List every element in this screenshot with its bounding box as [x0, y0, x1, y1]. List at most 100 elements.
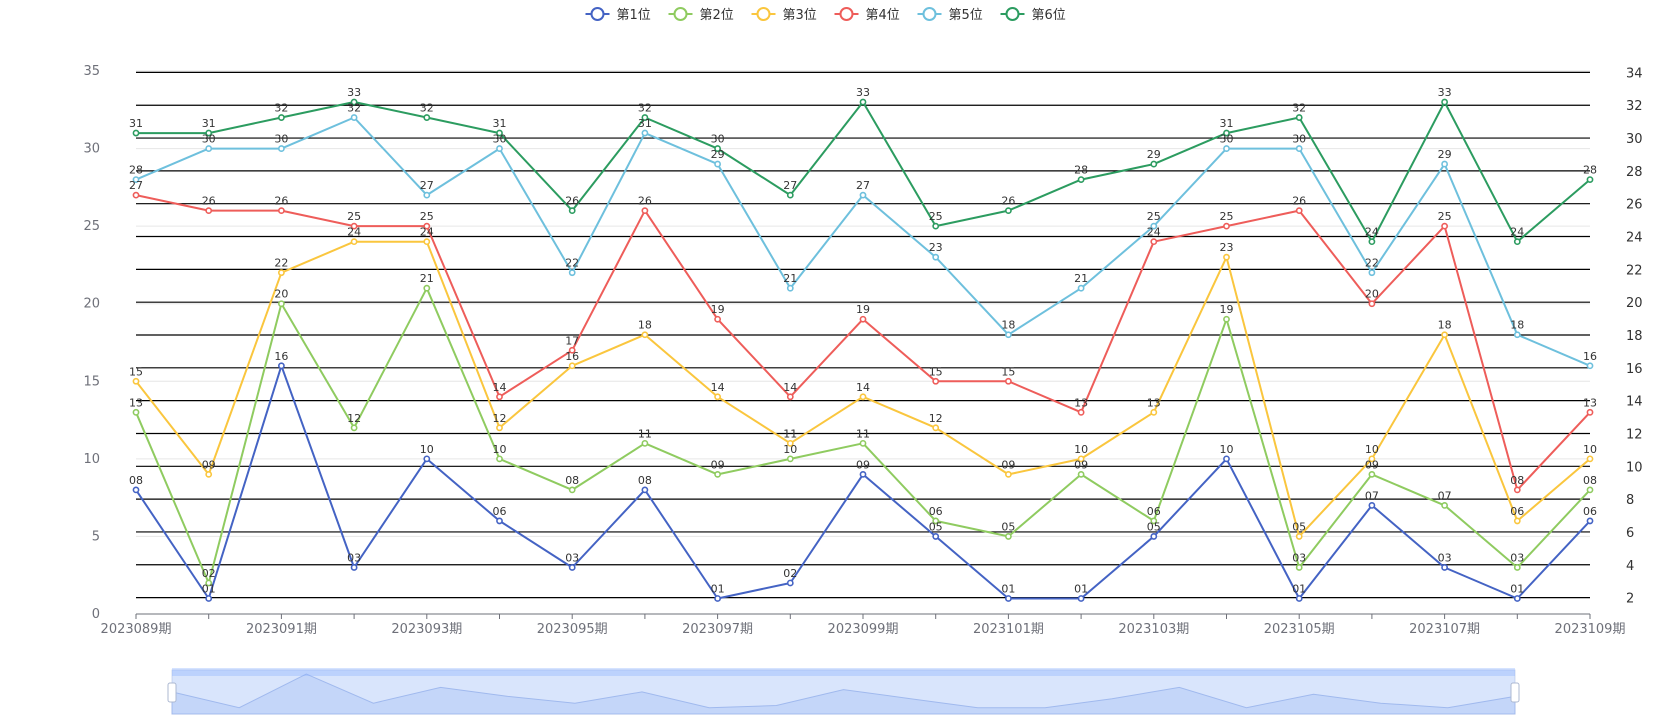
data-point [932, 253, 940, 261]
data-point [277, 300, 285, 308]
data-point [1005, 207, 1012, 215]
data-point [714, 470, 721, 478]
data-label: 24 [420, 226, 434, 239]
y-left-tick-label: 5 [92, 529, 100, 544]
data-point [277, 362, 285, 370]
data-point [132, 176, 140, 183]
data-label: 15 [929, 365, 943, 378]
data-point [1005, 595, 1012, 602]
data-point [1077, 284, 1085, 292]
data-label: 15 [1001, 365, 1015, 378]
data-label: 25 [1147, 210, 1161, 223]
data-point [786, 455, 794, 463]
data-label: 16 [1583, 350, 1597, 363]
data-label: 08 [129, 474, 143, 487]
data-point [1586, 176, 1594, 183]
data-label: 27 [420, 179, 434, 192]
legend-marker [922, 7, 937, 21]
data-label: 23 [929, 241, 943, 254]
y-right-tick-label: 6 [1626, 526, 1634, 541]
data-point [1513, 595, 1521, 602]
y-right-tick-label: 28 [1626, 165, 1643, 180]
data-zoom-slider[interactable] [167, 668, 1520, 715]
data-label: 25 [420, 210, 434, 223]
data-label: 14 [711, 381, 725, 394]
data-label: 24 [1510, 226, 1524, 239]
legend-item-3[interactable]: 第3位 [751, 7, 817, 23]
data-label: 25 [1438, 210, 1452, 223]
data-point [1513, 564, 1521, 571]
data-point [641, 486, 649, 494]
data-point [859, 98, 867, 106]
data-label: 01 [1292, 582, 1306, 595]
data-point [1150, 517, 1158, 525]
data-point [786, 439, 794, 447]
data-label: 32 [638, 102, 652, 115]
data-label: 26 [565, 195, 579, 208]
y-left-tick-label: 35 [83, 64, 100, 79]
data-point [1223, 222, 1230, 230]
data-point [205, 470, 213, 478]
data-point [496, 145, 503, 152]
data-label: 10 [783, 443, 797, 456]
y-right-tick-label: 10 [1626, 460, 1643, 475]
y-right-tick-label: 32 [1626, 99, 1643, 114]
data-point [641, 439, 649, 447]
data-label: 16 [274, 350, 288, 363]
legend-item-6[interactable]: 第6位 [1000, 7, 1066, 23]
legend-marker [1005, 7, 1020, 21]
data-point [205, 145, 213, 152]
y-left-tick-label: 10 [83, 452, 100, 467]
data-label: 08 [1583, 474, 1597, 487]
data-label: 12 [493, 412, 507, 425]
data-point [1513, 331, 1521, 339]
y-right-tick-label: 34 [1626, 66, 1643, 81]
data-label: 01 [1001, 582, 1015, 595]
x-tick-label: 2023089期 [101, 622, 172, 637]
data-label: 22 [565, 257, 579, 270]
data-point [714, 145, 721, 152]
data-label: 05 [929, 520, 943, 533]
data-label: 03 [1510, 551, 1524, 564]
y-right-tick-label: 2 [1626, 592, 1634, 607]
data-point [932, 424, 940, 432]
zoom-handle-left[interactable] [167, 682, 177, 703]
data-label: 30 [493, 133, 507, 146]
data-label: 18 [638, 319, 652, 332]
data-label: 18 [1438, 319, 1452, 332]
data-label: 22 [274, 257, 288, 270]
legend-item-2[interactable]: 第2位 [668, 7, 734, 23]
data-labels: 08 01 16 03 10 06 03 08 01 02 09 05 01 01 05 10 01 07 03 01… [129, 86, 1597, 595]
data-point [1441, 331, 1448, 339]
data-label: 12 [347, 412, 361, 425]
data-label: 13 [1147, 396, 1161, 409]
legend-item-5[interactable]: 第5位 [917, 7, 983, 23]
data-label: 25 [347, 210, 361, 223]
data-point [350, 424, 358, 432]
data-point [277, 145, 285, 152]
data-point [786, 579, 794, 587]
data-label: 30 [1220, 133, 1234, 146]
data-point [714, 595, 721, 602]
legend-label: 第2位 [700, 8, 734, 23]
data-point [132, 191, 140, 199]
data-point [277, 114, 285, 121]
legend-item-4[interactable]: 第4位 [834, 7, 900, 23]
data-label: 26 [638, 195, 652, 208]
data-label: 32 [1292, 102, 1306, 115]
legend-marker [756, 7, 771, 21]
legend-marker [839, 7, 854, 21]
legend-label: 第5位 [949, 8, 983, 23]
data-label: 01 [711, 582, 725, 595]
x-tick-label: 2023103期 [1118, 622, 1189, 637]
legend[interactable]: 第1位 第2位 第3位 第4位 第5位 第6位 [585, 7, 1066, 23]
data-point [786, 284, 794, 292]
data-point [1150, 408, 1158, 416]
legend-item-1[interactable]: 第1位 [585, 7, 651, 23]
zoom-handle-right[interactable] [1510, 682, 1520, 703]
data-point [1368, 455, 1376, 463]
data-point [1441, 222, 1448, 230]
y-axis-left: 0 5 10 15 20 25 30 35 [83, 64, 100, 622]
data-label: 11 [856, 427, 870, 440]
x-tick-label: 2023105期 [1264, 622, 1335, 637]
